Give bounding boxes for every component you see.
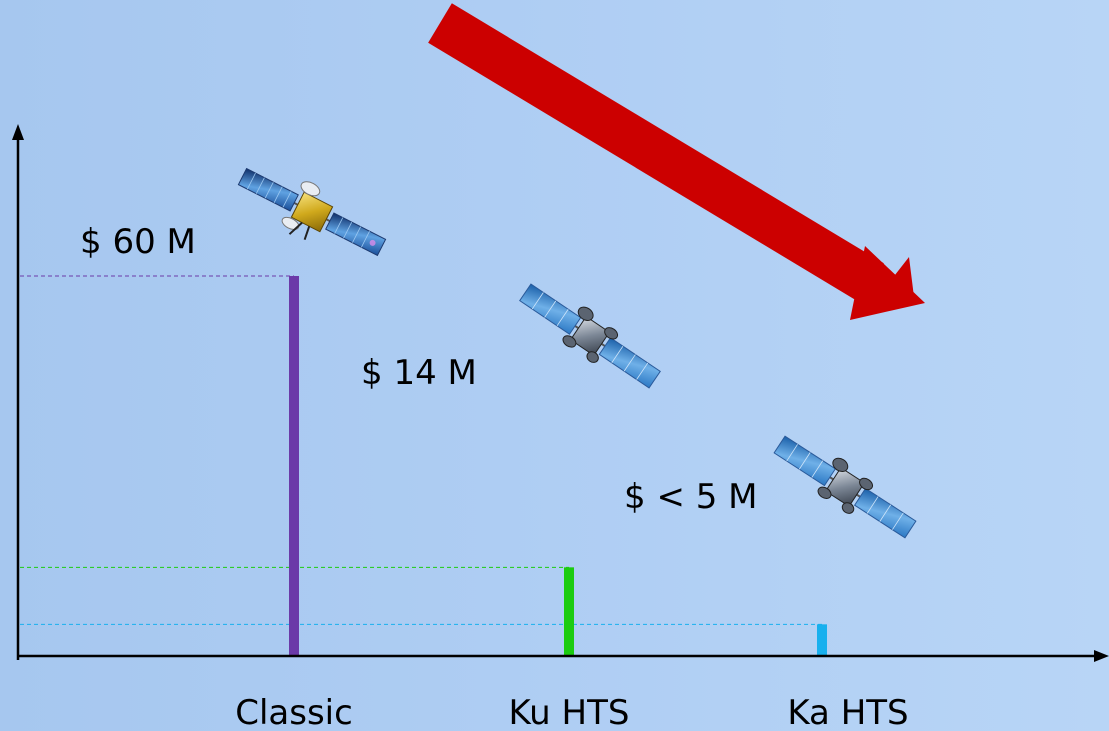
category-labels: Classic Ku HTS Ka HTS xyxy=(235,693,908,731)
guide-lines xyxy=(20,275,822,625)
satellite-icon xyxy=(767,425,924,549)
category-label-ku-hts: Ku HTS xyxy=(509,693,630,731)
axes xyxy=(12,124,1109,662)
y-axis-arrowhead xyxy=(12,124,24,140)
satellite-icon xyxy=(227,152,395,276)
category-label-ka-hts: Ka HTS xyxy=(787,693,908,731)
value-label-ku-hts: $ 14 M xyxy=(361,353,477,393)
bar-classic xyxy=(289,276,299,656)
value-label-ka-hts: $ < 5 M xyxy=(624,477,758,517)
value-labels: $ 60 M $ 14 M $ < 5 M xyxy=(80,222,758,517)
bar-ku-hts xyxy=(564,567,574,656)
satellite-icon xyxy=(512,273,668,399)
value-label-classic: $ 60 M xyxy=(80,222,196,262)
category-label-classic: Classic xyxy=(235,693,353,731)
trend-arrow xyxy=(428,3,925,320)
x-axis-arrowhead xyxy=(1094,650,1109,662)
bar-ka-hts xyxy=(817,624,827,656)
bars xyxy=(289,276,827,656)
